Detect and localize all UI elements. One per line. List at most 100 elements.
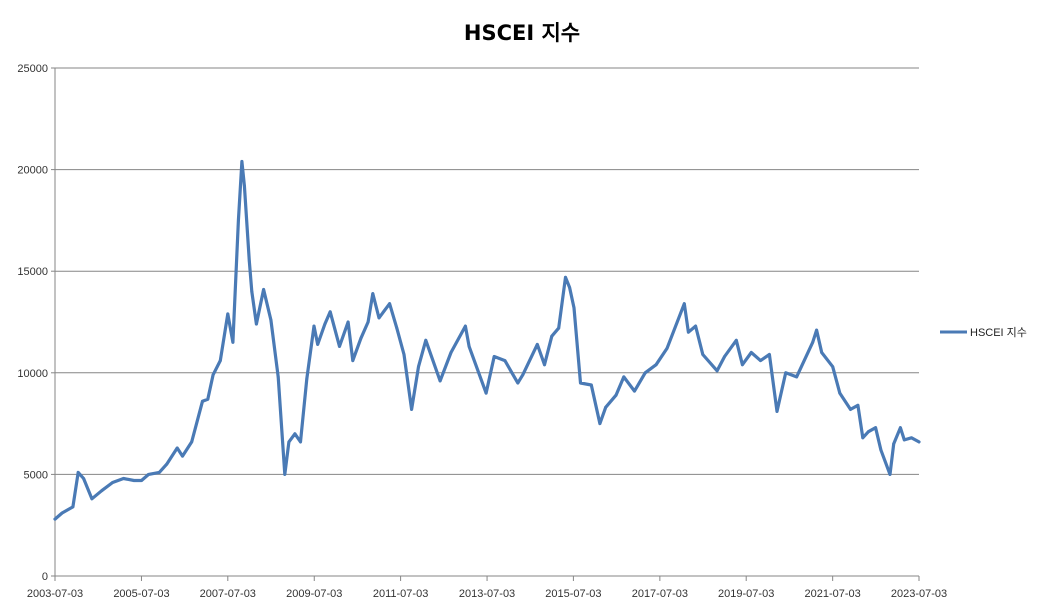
data-point <box>247 259 251 263</box>
data-point <box>237 219 240 222</box>
data-point <box>633 389 636 393</box>
data-point <box>614 393 618 397</box>
x-tick-label-2005-07-03: 2005-07-03 <box>113 588 169 600</box>
data-point <box>838 391 842 395</box>
legend[interactable]: HSCEI 지수 <box>940 326 1027 339</box>
data-point <box>899 426 902 430</box>
data-point <box>140 479 143 482</box>
x-tick-label-2017-07-03: 2017-07-03 <box>632 588 688 600</box>
data-point <box>879 448 883 452</box>
data-point <box>820 351 824 354</box>
data-point <box>861 436 865 440</box>
data-point <box>917 440 921 444</box>
gridlines <box>55 67 919 475</box>
series-line-0 <box>53 159 921 521</box>
y-axis-ticks: 0 5000 10000 15000 20000 25000 <box>17 63 55 583</box>
data-point <box>312 324 316 328</box>
data-point <box>100 489 104 493</box>
data-point <box>579 381 582 385</box>
data-point <box>849 408 852 411</box>
data-point <box>366 320 370 324</box>
data-point <box>201 399 204 403</box>
data-point <box>643 371 647 375</box>
data-point <box>243 184 246 188</box>
data-point <box>768 353 771 356</box>
data-point <box>323 322 327 326</box>
y-tick-label-20000: 20000 <box>17 165 48 177</box>
data-point <box>604 405 608 409</box>
data-point <box>622 375 626 379</box>
data-point <box>157 471 161 474</box>
data-point <box>255 322 258 326</box>
data-point <box>759 359 762 362</box>
chart-title: HSCEI 지수 <box>464 21 580 45</box>
legend-label-hscei: HSCEI 지수 <box>970 326 1027 339</box>
data-point <box>665 347 669 350</box>
data-point <box>226 312 230 316</box>
data-point <box>147 473 151 476</box>
data-point <box>568 286 571 289</box>
data-point <box>371 292 375 295</box>
data-point <box>424 338 428 342</box>
data-point <box>231 340 235 344</box>
x-tick-label-2015-07-03: 2015-07-03 <box>545 588 601 600</box>
data-point <box>293 432 297 436</box>
data-point <box>82 477 85 480</box>
data-point <box>484 391 488 395</box>
data-point <box>867 430 870 434</box>
data-point <box>60 511 64 515</box>
data-point <box>240 160 244 163</box>
data-point <box>543 363 546 367</box>
data-point <box>521 373 525 377</box>
data-point <box>269 318 273 322</box>
data-point <box>784 371 788 375</box>
data-point <box>402 353 406 356</box>
data-point <box>492 355 496 358</box>
data-point <box>856 403 860 407</box>
x-tick-label-2003-07-03: 2003-07-03 <box>27 588 83 600</box>
data-point <box>888 473 892 476</box>
data-point <box>701 353 705 356</box>
data-point <box>811 340 815 344</box>
data-point <box>338 345 341 348</box>
data-point <box>687 330 690 334</box>
data-point <box>892 442 896 446</box>
data-point <box>831 365 835 369</box>
data-point <box>467 345 471 348</box>
data-point <box>417 365 420 369</box>
data-point <box>181 454 184 458</box>
data-point <box>377 316 381 320</box>
data-point <box>550 334 554 338</box>
data-point <box>276 375 280 379</box>
data-point <box>572 306 576 310</box>
data-point <box>351 359 355 362</box>
data-point <box>682 302 686 306</box>
y-tick-label-10000: 10000 <box>17 368 48 380</box>
x-tick-label-2009-07-03: 2009-07-03 <box>286 588 342 600</box>
data-point <box>71 505 75 509</box>
data-point <box>90 497 94 501</box>
data-point <box>516 381 520 385</box>
x-axis-ticks: 2003-07-03 2005-07-03 2007-07-03 2009-07-03… <box>27 576 947 600</box>
data-point <box>165 462 169 466</box>
data-point <box>874 426 877 430</box>
data-point <box>283 473 287 476</box>
data-point <box>287 440 291 444</box>
data-point <box>395 326 399 330</box>
data-point <box>723 355 726 358</box>
data-point <box>589 383 593 387</box>
data-point <box>175 446 179 450</box>
data-point <box>262 288 265 291</box>
y-tick-label-5000: 5000 <box>24 469 48 481</box>
data-point <box>598 422 602 425</box>
x-tick-label-2013-07-03: 2013-07-03 <box>459 588 515 600</box>
y-tick-label-15000: 15000 <box>17 266 48 278</box>
data-point <box>503 359 507 362</box>
x-tick-label-2011-07-03: 2011-07-03 <box>373 588 428 600</box>
data-point <box>715 369 719 373</box>
data-point <box>535 343 539 346</box>
x-tick-label-2019-07-03: 2019-07-03 <box>718 588 774 600</box>
data-point <box>910 436 913 440</box>
data-point <box>206 397 210 401</box>
